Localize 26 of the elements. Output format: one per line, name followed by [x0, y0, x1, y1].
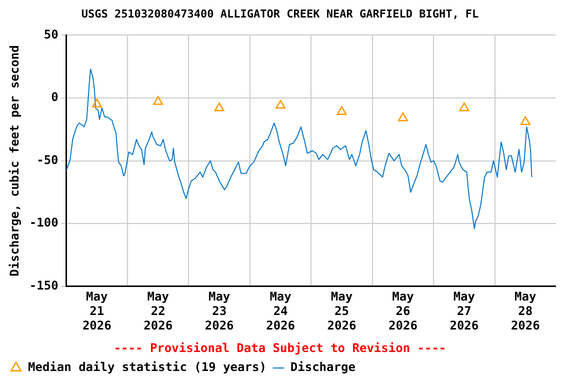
legend-label: Discharge [290, 360, 356, 374]
x-tick-label: May 28 2026 [510, 290, 540, 333]
x-tick-label: May 22 2026 [144, 290, 173, 333]
y-tick-label: -150 [29, 278, 58, 293]
x-tick-label: May 24 2026 [266, 290, 295, 333]
chart-title: USGS 251032080473400 ALLIGATOR CREEK NEAR GARFIELD BIGHT, FL [81, 7, 480, 20]
point [276, 100, 286, 109]
y-tick-label: 0 [51, 90, 58, 104]
point [336, 106, 347, 115]
x-tick-label: May 27 2026 [450, 290, 479, 333]
x-tick-label: May 25 2026 [327, 290, 356, 333]
point [520, 116, 530, 126]
y-axis-title: Discharge, cubic feet per second [7, 45, 22, 276]
point [459, 102, 470, 112]
y-tick-label: -100 [29, 216, 58, 230]
point [153, 96, 164, 105]
point [92, 98, 102, 108]
x-tick-label: May 21 2026 [82, 290, 112, 333]
text: ---- Provisional Data Subject to Revision ---- [114, 340, 446, 355]
point [398, 112, 408, 122]
x-tick-label: May 23 2026 [204, 290, 234, 333]
point [214, 102, 224, 112]
legend-label: Median daily statistic (19 years) [28, 360, 266, 374]
x-tick-label: May 26 2026 [388, 290, 418, 333]
y-tick-label: 50 [44, 27, 58, 42]
y-tick-label: -50 [36, 152, 58, 167]
